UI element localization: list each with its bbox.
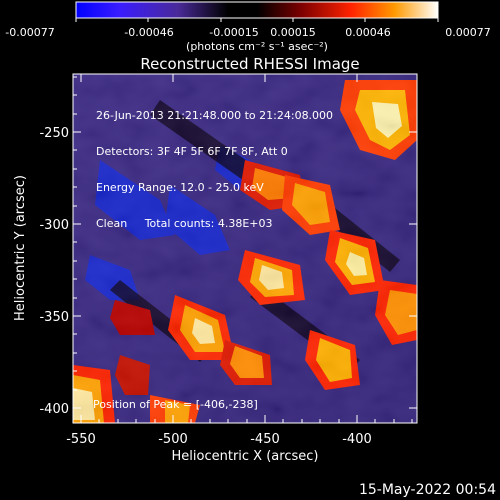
x-tick-label: -400 [342, 432, 372, 447]
y-tick-label: -400 [39, 402, 69, 417]
colorbar: -0.00077 -0.00046 -0.00015 0.00015 0.000… [5, 1, 491, 53]
colorbar-tick-label: -0.00046 [124, 26, 173, 39]
x-axis [80, 74, 413, 423]
y-tick-label: -300 [39, 218, 69, 233]
colorbar-gradient [76, 2, 438, 18]
detectors-text: Detectors: 3F 4F 5F 6F 7F 8F, Att 0 [96, 145, 288, 158]
colorbar-tick-label: 0.00077 [445, 26, 491, 39]
colorbar-tick-label: 0.00015 [270, 26, 316, 39]
heatmap [73, 74, 417, 423]
colorbar-tick-label: -0.00015 [209, 26, 258, 39]
peak-position-text: Position of Peak = [-406,-238] [93, 398, 258, 411]
x-tick-label: -550 [66, 432, 96, 447]
image-info-overlay: 26-Jun-2013 21:21:48.000 to 21:24:08.000… [96, 86, 333, 254]
plot-title: Reconstructed RHESSI Image [140, 55, 359, 73]
x-axis-label: Heliocentric X (arcsec) [172, 449, 319, 464]
algorithm-counts-text: Clean Total counts: 4.38E+03 [96, 217, 273, 230]
y-axis [73, 76, 417, 409]
y-axis-label: Heliocentric Y (arcsec) [13, 175, 28, 321]
colorbar-ticks [75, 18, 439, 22]
plot-frame [72, 73, 418, 424]
x-tick-label: -500 [158, 432, 188, 447]
timestamp-footer: 15-May-2022 00:54 [358, 482, 496, 498]
y-tick-label: -250 [39, 126, 69, 141]
energy-range-text: Energy Range: 12.0 - 25.0 keV [96, 181, 264, 194]
colorbar-border [75, 1, 439, 19]
colorbar-tick-label: 0.00046 [345, 26, 391, 39]
x-tick-label: -450 [250, 432, 280, 447]
y-tick-label: -350 [39, 310, 69, 325]
colorbar-tick-label: -0.00077 [5, 26, 54, 39]
colorbar-unit-label: (photons cm⁻² s⁻¹ asec⁻²) [186, 40, 328, 53]
time-range-text: 26-Jun-2013 21:21:48.000 to 21:24:08.000 [96, 109, 334, 122]
